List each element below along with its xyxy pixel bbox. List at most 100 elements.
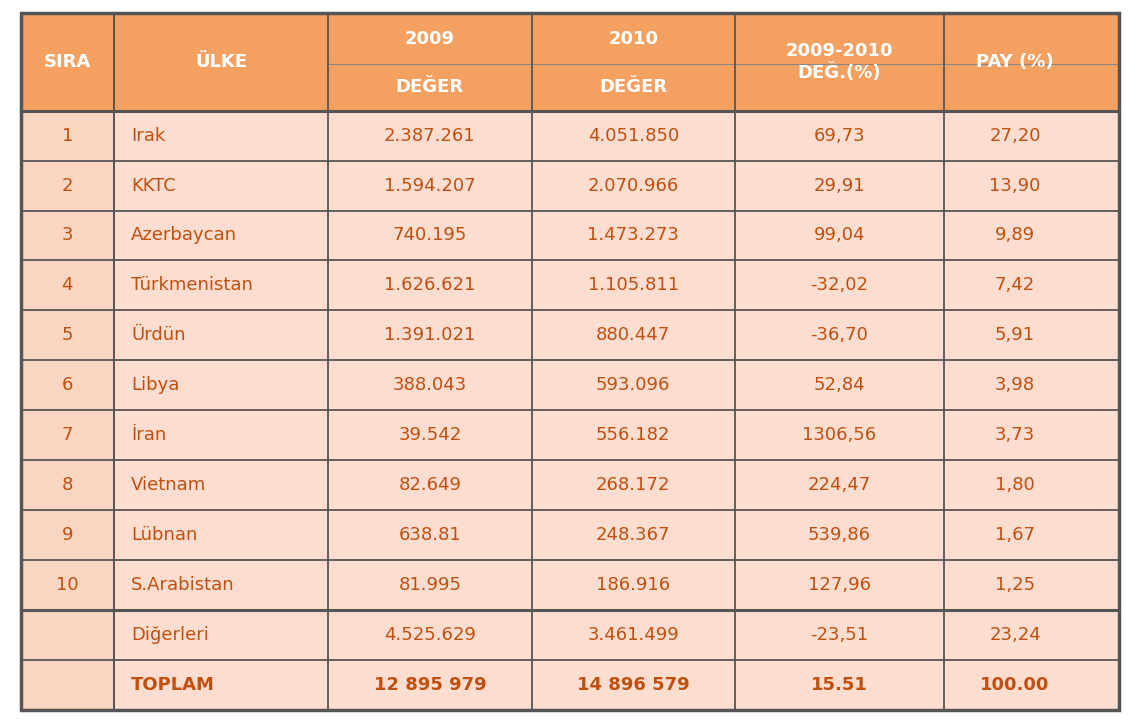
Text: -23,51: -23,51 — [811, 626, 869, 644]
Text: -36,70: -36,70 — [811, 326, 869, 344]
Text: 224,47: 224,47 — [807, 476, 871, 495]
Text: PAY (%): PAY (%) — [976, 53, 1053, 71]
Text: 388.043: 388.043 — [393, 377, 467, 394]
Text: 27,20: 27,20 — [990, 127, 1041, 145]
Text: 81.995: 81.995 — [398, 576, 462, 594]
Text: 1.626.621: 1.626.621 — [384, 276, 475, 294]
Text: 7,42: 7,42 — [995, 276, 1035, 294]
Text: 69,73: 69,73 — [814, 127, 865, 145]
Text: Lübnan: Lübnan — [131, 526, 197, 544]
Bar — [21, 111, 114, 161]
Text: 1,25: 1,25 — [995, 576, 1035, 594]
Text: 13,90: 13,90 — [990, 176, 1041, 194]
Text: 1306,56: 1306,56 — [803, 427, 877, 444]
Text: 15.51: 15.51 — [811, 676, 868, 694]
Text: 880.447: 880.447 — [596, 326, 670, 344]
Text: 8: 8 — [62, 476, 73, 495]
Bar — [21, 210, 1119, 260]
Bar — [21, 260, 1119, 310]
Bar — [21, 360, 1119, 411]
Text: 127,96: 127,96 — [808, 576, 871, 594]
Bar — [21, 461, 1119, 510]
Text: TOPLAM: TOPLAM — [131, 676, 215, 694]
Text: Libya: Libya — [131, 377, 179, 394]
Text: 23,24: 23,24 — [990, 626, 1041, 644]
Bar — [21, 411, 1119, 461]
Text: 638.81: 638.81 — [399, 526, 462, 544]
Text: 1.105.811: 1.105.811 — [587, 276, 678, 294]
Bar — [21, 210, 114, 260]
Text: Irak: Irak — [131, 127, 165, 145]
Bar — [21, 660, 1119, 710]
Bar — [21, 13, 1119, 111]
Text: İran: İran — [131, 427, 166, 444]
Text: 5: 5 — [62, 326, 73, 344]
Text: DEĞER: DEĞER — [396, 78, 464, 96]
Bar — [21, 510, 114, 560]
Text: 12 895 979: 12 895 979 — [374, 676, 486, 694]
Text: 39.542: 39.542 — [398, 427, 462, 444]
Text: 1.594.207: 1.594.207 — [384, 176, 475, 194]
Text: 4.525.629: 4.525.629 — [384, 626, 475, 644]
Text: 7: 7 — [62, 427, 73, 444]
Bar — [21, 360, 114, 411]
Text: 1.391.021: 1.391.021 — [384, 326, 475, 344]
Text: 248.367: 248.367 — [596, 526, 670, 544]
Bar — [21, 310, 114, 360]
Text: Diğerleri: Diğerleri — [131, 626, 209, 644]
Text: 2010: 2010 — [609, 30, 658, 48]
Text: 4: 4 — [62, 276, 73, 294]
Text: 1: 1 — [62, 127, 73, 145]
Text: Azerbaycan: Azerbaycan — [131, 226, 237, 244]
Text: -32,02: -32,02 — [811, 276, 869, 294]
Text: 14 896 579: 14 896 579 — [577, 676, 690, 694]
Text: 29,91: 29,91 — [814, 176, 865, 194]
Text: 1,67: 1,67 — [995, 526, 1035, 544]
Text: 82.649: 82.649 — [398, 476, 462, 495]
Bar — [21, 660, 114, 710]
Text: Türkmenistan: Türkmenistan — [131, 276, 253, 294]
Bar — [21, 560, 114, 610]
Text: 3,73: 3,73 — [995, 427, 1035, 444]
Text: 10: 10 — [56, 576, 79, 594]
Text: 2.387.261: 2.387.261 — [384, 127, 475, 145]
Text: 6: 6 — [62, 377, 73, 394]
Text: 2009: 2009 — [405, 30, 455, 48]
Bar — [21, 161, 1119, 210]
Text: 100.00: 100.00 — [980, 676, 1050, 694]
Bar — [21, 161, 114, 210]
Bar — [21, 260, 114, 310]
Text: 740.195: 740.195 — [392, 226, 467, 244]
Text: 593.096: 593.096 — [596, 377, 670, 394]
Text: 2: 2 — [62, 176, 73, 194]
Text: 2.070.966: 2.070.966 — [587, 176, 678, 194]
Bar — [21, 461, 114, 510]
Text: 186.916: 186.916 — [596, 576, 670, 594]
Text: 556.182: 556.182 — [596, 427, 670, 444]
Text: 1.473.273: 1.473.273 — [587, 226, 679, 244]
Text: 4.051.850: 4.051.850 — [587, 127, 678, 145]
Text: Vietnam: Vietnam — [131, 476, 206, 495]
Bar — [21, 610, 1119, 660]
Text: Ürdün: Ürdün — [131, 326, 186, 344]
Text: 52,84: 52,84 — [814, 377, 865, 394]
Text: 5,91: 5,91 — [995, 326, 1035, 344]
Text: 2009-2010
DEĞ.(%): 2009-2010 DEĞ.(%) — [785, 42, 893, 82]
Text: 9,89: 9,89 — [995, 226, 1035, 244]
Bar — [21, 111, 1119, 161]
Bar — [21, 510, 1119, 560]
Text: KKTC: KKTC — [131, 176, 176, 194]
Text: ÜLKE: ÜLKE — [195, 53, 247, 71]
Text: 1,80: 1,80 — [995, 476, 1035, 495]
Bar — [21, 310, 1119, 360]
Bar — [21, 411, 114, 461]
Text: DEĞER: DEĞER — [600, 78, 667, 96]
Text: S.Arabistan: S.Arabistan — [131, 576, 235, 594]
Text: 3: 3 — [62, 226, 73, 244]
Text: 9: 9 — [62, 526, 73, 544]
Bar — [21, 610, 114, 660]
Bar — [21, 560, 1119, 610]
Text: 268.172: 268.172 — [596, 476, 670, 495]
Text: 99,04: 99,04 — [814, 226, 865, 244]
Text: 539,86: 539,86 — [808, 526, 871, 544]
